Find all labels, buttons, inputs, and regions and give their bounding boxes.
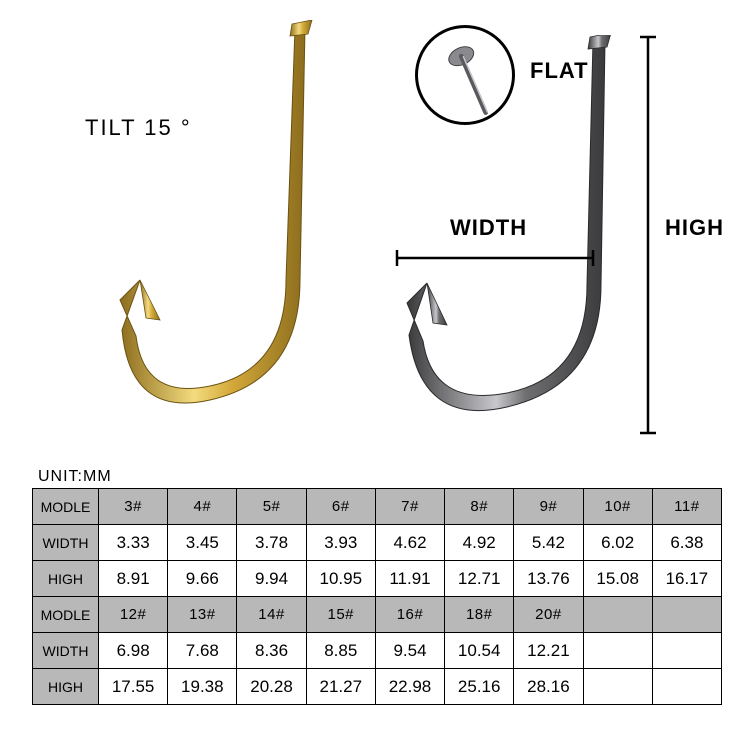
model-header-cell: 10# [583,489,652,525]
unit-label: UNIT:MM [38,468,112,486]
model-header-cell: 11# [652,489,721,525]
row-label-cell: HIGH [33,561,99,597]
value-cell: 3.78 [237,525,306,561]
model-header-cell [583,597,652,633]
table-row: HIGH8.919.669.9410.9511.9112.7113.7615.0… [33,561,722,597]
model-header-cell: 13# [168,597,237,633]
value-cell: 3.33 [99,525,168,561]
value-cell: 4.62 [375,525,444,561]
gold-hook-illustration [100,20,340,440]
table-row: WIDTH6.987.688.368.859.5410.5412.21 [33,633,722,669]
model-header-cell: 14# [237,597,306,633]
value-cell: 11.91 [375,561,444,597]
diagram-area: TILT 15 ° [0,0,750,460]
value-cell: 7.68 [168,633,237,669]
model-header-cell: 16# [375,597,444,633]
model-header-cell: 15# [306,597,375,633]
spec-table: MODLE3#4#5#6#7#8#9#10#11#WIDTH3.333.453.… [32,488,722,705]
value-cell: 3.93 [306,525,375,561]
value-cell: 12.21 [514,633,583,669]
model-header-cell [652,597,721,633]
value-cell: 9.66 [168,561,237,597]
model-header-cell: 18# [445,597,514,633]
model-header-cell: 20# [514,597,583,633]
value-cell: 20.28 [237,669,306,705]
table-row: HIGH17.5519.3820.2821.2722.9825.1628.16 [33,669,722,705]
value-cell [652,633,721,669]
row-label-cell: MODLE [33,597,99,633]
value-cell: 17.55 [99,669,168,705]
value-cell: 25.16 [445,669,514,705]
width-dimension-label: WIDTH [450,215,527,241]
value-cell: 13.76 [514,561,583,597]
high-dimension-label: HIGH [665,215,724,241]
value-cell: 19.38 [168,669,237,705]
value-cell: 6.02 [583,525,652,561]
value-cell: 6.38 [652,525,721,561]
row-label-cell: MODLE [33,489,99,525]
value-cell: 9.54 [375,633,444,669]
row-label-cell: HIGH [33,669,99,705]
model-header-cell: 4# [168,489,237,525]
value-cell: 22.98 [375,669,444,705]
table-row: MODLE12#13#14#15#16#18#20# [33,597,722,633]
value-cell: 6.98 [99,633,168,669]
model-header-cell: 9# [514,489,583,525]
value-cell: 15.08 [583,561,652,597]
value-cell [652,669,721,705]
row-label-cell: WIDTH [33,633,99,669]
value-cell: 28.16 [514,669,583,705]
value-cell: 10.54 [445,633,514,669]
flat-label: FLAT [530,58,589,84]
model-header-cell: 8# [445,489,514,525]
row-label-cell: WIDTH [33,525,99,561]
value-cell: 4.92 [445,525,514,561]
value-cell: 3.45 [168,525,237,561]
value-cell: 12.71 [445,561,514,597]
model-header-cell: 3# [99,489,168,525]
value-cell: 8.36 [237,633,306,669]
model-header-cell: 5# [237,489,306,525]
value-cell: 5.42 [514,525,583,561]
table-row: WIDTH3.333.453.783.934.624.925.426.026.3… [33,525,722,561]
model-header-cell: 6# [306,489,375,525]
value-cell: 21.27 [306,669,375,705]
value-cell [583,633,652,669]
model-header-cell: 12# [99,597,168,633]
value-cell: 8.91 [99,561,168,597]
value-cell: 8.85 [306,633,375,669]
model-header-cell: 7# [375,489,444,525]
value-cell: 16.17 [652,561,721,597]
flat-detail-circle [415,25,515,125]
value-cell: 9.94 [237,561,306,597]
value-cell: 10.95 [306,561,375,597]
table-row: MODLE3#4#5#6#7#8#9#10#11# [33,489,722,525]
high-dimension-bracket [640,35,656,435]
width-dimension-bracket [395,250,595,266]
value-cell [583,669,652,705]
